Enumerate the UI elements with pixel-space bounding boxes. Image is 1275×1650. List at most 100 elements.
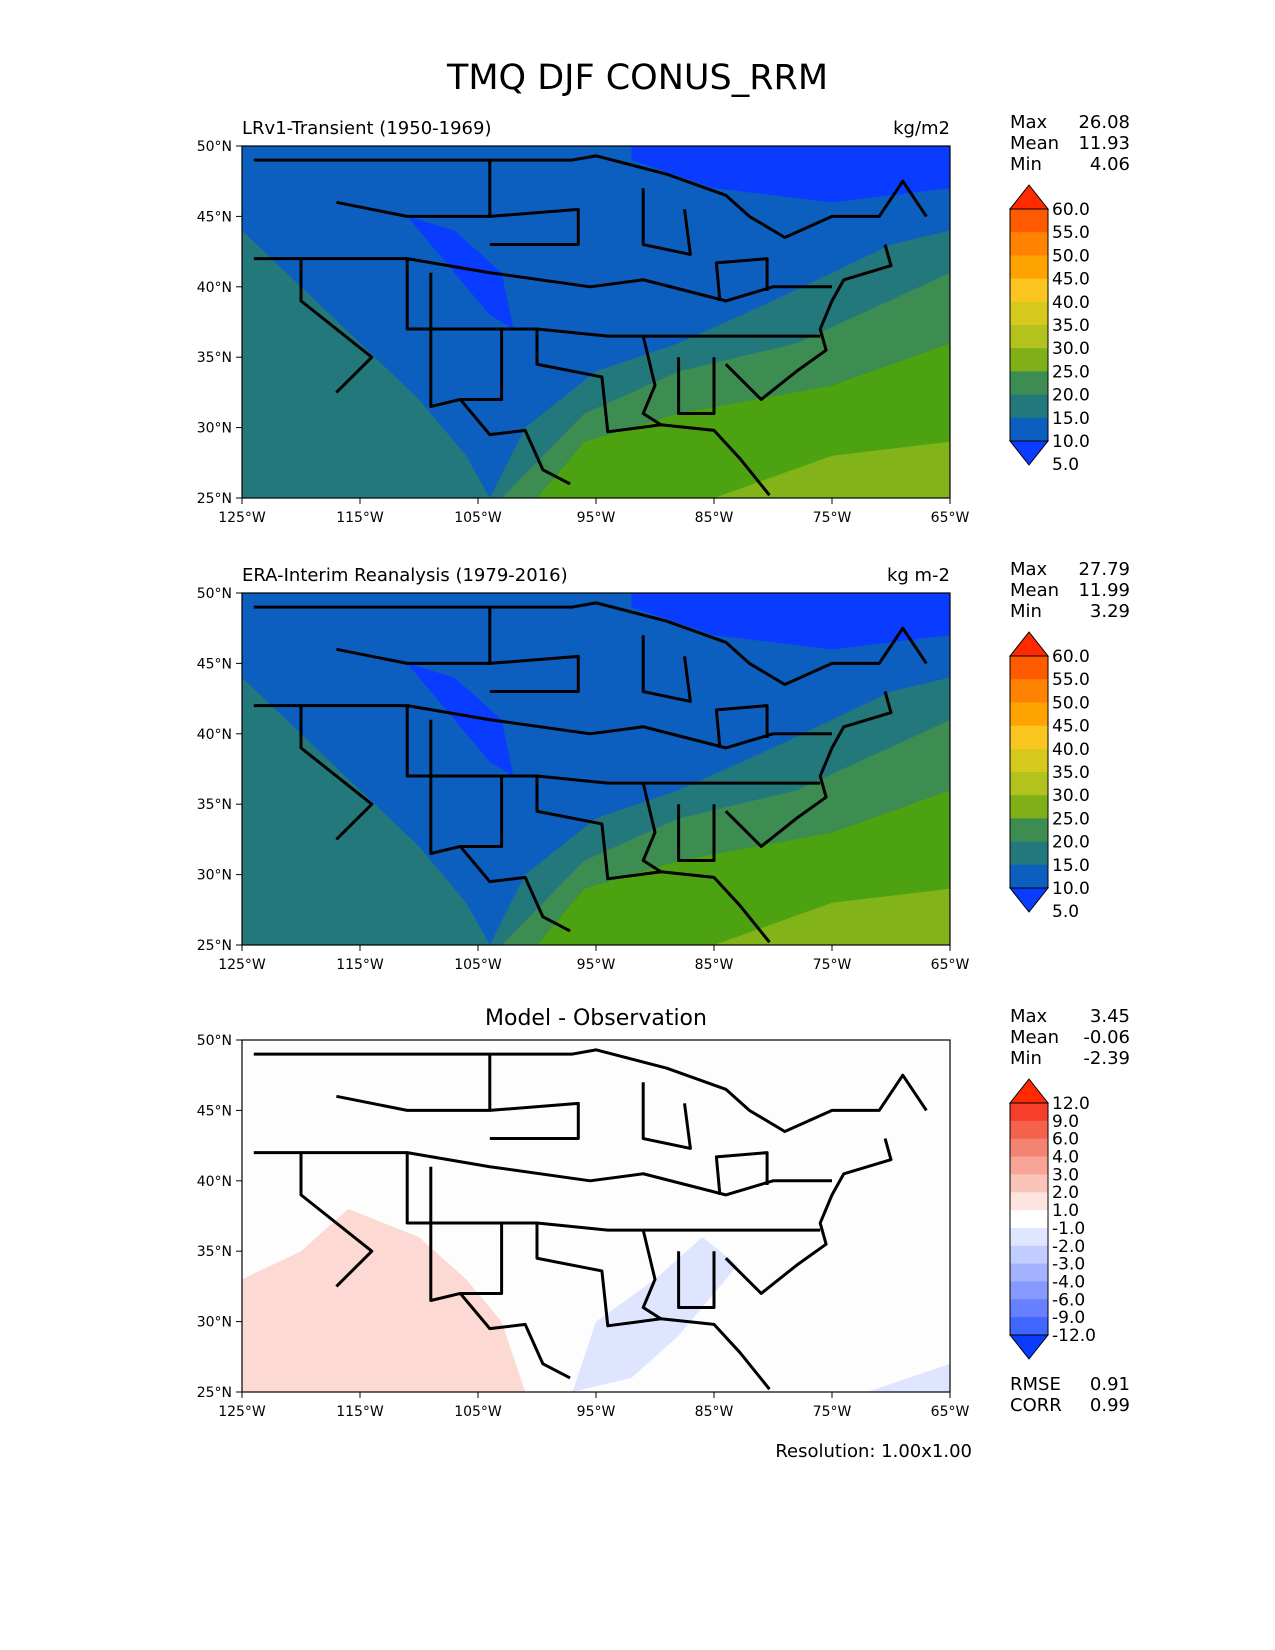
colorbar-label: 40.0 — [1052, 293, 1090, 313]
colorbar-label: -2.0 — [1052, 1237, 1085, 1257]
y-tick-label: 30°N — [197, 421, 232, 437]
panel-3-stat-min: -2.39 — [1083, 1048, 1130, 1069]
state-boundary — [677, 357, 716, 416]
y-tick-label: 45°N — [197, 1103, 232, 1119]
state-boundary — [253, 601, 928, 687]
state-boundary — [253, 704, 832, 750]
y-tick-label: 45°N — [197, 656, 232, 672]
y-tick-label: 30°N — [197, 1315, 232, 1331]
state-boundary — [641, 188, 692, 256]
map-layer: 125°W 115°W 105°W 95°W 85°W 75°W 65°W 50°N 45°N 4… — [197, 1033, 970, 1420]
colorbar-label: 30.0 — [1052, 339, 1090, 359]
x-tick-label: 125°W — [218, 957, 266, 973]
colorbar-segment — [1010, 232, 1048, 256]
colorbar-segment — [1010, 209, 1048, 233]
x-tick-label: 105°W — [454, 1404, 502, 1420]
colorbar-group: 60.0 55.0 50.0 45.0 40.0 35.0 30.0 25.0 20.0 15.0… — [1008, 184, 1090, 475]
panel-2-stat-label-min: Min — [1010, 601, 1042, 622]
colorbar-segment — [1010, 1317, 1048, 1336]
panel-1-stat-label-max: Max — [1010, 112, 1048, 133]
colorbar-label: 60.0 — [1052, 200, 1090, 220]
colorbar-segment — [1010, 1138, 1048, 1158]
x-tick-label: 65°W — [931, 510, 970, 526]
state-boundary — [458, 1223, 571, 1380]
panel-2-map: 125°W 115°W 105°W 95°W 85°W 75°W 65°W 50°N 45°N 4… — [197, 586, 970, 973]
state-boundary — [429, 272, 461, 408]
panel-1-map: 125°W 115°W 105°W 95°W 85°W 75°W 65°W 50°N 45°N 4… — [197, 139, 970, 526]
state-boundary — [429, 1166, 461, 1302]
state-boundary — [253, 1048, 928, 1134]
colorbar-label: -1.0 — [1052, 1219, 1085, 1239]
x-tick-label: 125°W — [218, 510, 266, 526]
state-boundary — [405, 258, 821, 338]
colorbar-label: 4.0 — [1052, 1148, 1079, 1168]
field-band — [501, 719, 950, 945]
state-boundary — [489, 207, 580, 247]
figure-title: TMQ DJF CONUS_RRM — [446, 58, 829, 98]
colorbar-segment — [1010, 1174, 1048, 1193]
panel-1-title: LRv1-Transient (1950-1969) — [242, 118, 492, 139]
x-tick-label: 65°W — [931, 1404, 970, 1420]
colorbar-segment — [1010, 255, 1048, 280]
colorbar-label: 55.0 — [1052, 670, 1090, 690]
colorbar-bottom-extension — [1008, 1334, 1050, 1360]
x-tick-label: 95°W — [577, 510, 616, 526]
x-tick-label: 95°W — [577, 957, 616, 973]
colorbar-label: 45.0 — [1052, 270, 1090, 290]
x-tick-label: 85°W — [695, 957, 734, 973]
colorbar-label: 9.0 — [1052, 1112, 1079, 1132]
colorbar-label: 40.0 — [1052, 740, 1090, 760]
colorbar-label: 10.0 — [1052, 432, 1090, 452]
y-tick-label: 25°N — [197, 491, 232, 507]
colorbar-label: 5.0 — [1052, 455, 1079, 475]
colorbar-segment — [1010, 841, 1048, 866]
y-tick-label: 25°N — [197, 938, 232, 954]
colorbar-top-extension — [1008, 631, 1050, 657]
field-layer — [242, 593, 950, 945]
state-boundary — [641, 1229, 662, 1321]
state-boundary — [405, 705, 821, 785]
colorbar-segment — [1010, 818, 1048, 843]
panel-2-title: ERA-Interim Reanalysis (1979-2016) — [242, 565, 568, 586]
colorbar-label: 15.0 — [1052, 409, 1090, 429]
colorbar-segment — [1010, 1120, 1048, 1140]
colorbar-segment — [1010, 795, 1048, 819]
map-layer: 125°W 115°W 105°W 95°W 85°W 75°W 65°W 50°N 45°N 4… — [197, 139, 970, 526]
map-layer: 125°W 115°W 105°W 95°W 85°W 75°W 65°W 50°N 45°N 4… — [197, 586, 970, 973]
panel-3-metric-label-corr: CORR — [1010, 1395, 1062, 1416]
colorbar-segment — [1010, 371, 1048, 396]
colorbar-label: 25.0 — [1052, 809, 1090, 829]
colorbar-label: 35.0 — [1052, 316, 1090, 336]
state-boundary — [253, 1151, 832, 1197]
colorbar-label: 12.0 — [1052, 1094, 1090, 1114]
state-boundary — [299, 258, 374, 394]
state-boundary — [405, 1152, 821, 1232]
y-tick-label: 40°N — [197, 1174, 232, 1190]
colorbar-segment — [1010, 417, 1048, 442]
colorbar-segment — [1010, 1245, 1048, 1265]
state-boundary — [724, 691, 893, 848]
colorbar-segment — [1010, 1263, 1048, 1282]
y-tick-label: 35°N — [197, 1244, 232, 1260]
colorbar-label: 3.0 — [1052, 1165, 1079, 1185]
state-boundaries — [253, 1048, 928, 1391]
colorbar-segment — [1010, 278, 1048, 303]
state-boundary — [253, 257, 832, 303]
colorbar-segment — [1010, 702, 1048, 727]
state-boundary — [641, 635, 692, 703]
field-band — [407, 216, 514, 330]
panel-3-stat-label-mean: Mean — [1010, 1027, 1060, 1048]
colorbar-label: 50.0 — [1052, 246, 1090, 266]
colorbar-segment — [1010, 656, 1048, 680]
colorbar-label: 50.0 — [1052, 693, 1090, 713]
colorbar-label: 2.0 — [1052, 1183, 1079, 1203]
colorbar-segment — [1010, 679, 1048, 703]
panel-3-metric-label-rmse: RMSE — [1010, 1374, 1061, 1395]
panel-2-colorbar: 60.0 55.0 50.0 45.0 40.0 35.0 30.0 25.0 20.0 15.0… — [1008, 631, 1090, 922]
state-boundary — [714, 704, 769, 749]
y-tick-label: 50°N — [197, 586, 232, 602]
colorbar-segment — [1010, 1227, 1048, 1247]
state-boundary — [714, 257, 769, 302]
panel-3-stat-mean: -0.06 — [1083, 1027, 1130, 1048]
state-boundaries — [253, 154, 928, 497]
